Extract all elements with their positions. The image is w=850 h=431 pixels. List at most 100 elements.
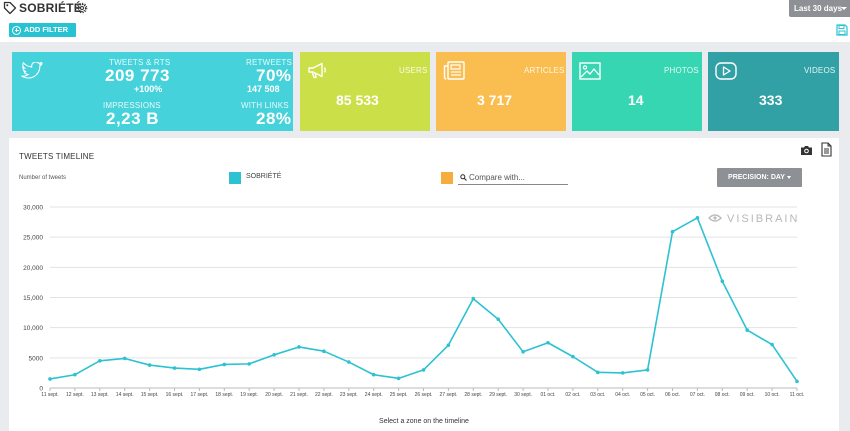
data-point: [645, 368, 650, 372]
tweets-value: 209 773: [105, 66, 170, 85]
data-point: [172, 366, 177, 370]
data-point: [795, 379, 799, 384]
tweets-change: +100%: [134, 84, 163, 94]
links-value: 28%: [256, 109, 292, 128]
x-tick-label: 21 sept.: [290, 392, 308, 398]
y-axis-label: Number of tweets: [19, 175, 67, 181]
x-tick-label: 14 sept.: [116, 392, 134, 398]
camera-icon[interactable]: [800, 144, 813, 156]
x-tick-label: 04 oct.: [615, 392, 630, 398]
newspaper-icon: [443, 61, 465, 80]
y-tick-label: 0: [39, 386, 43, 393]
x-tick-label: 18 sept.: [215, 392, 233, 398]
watermark: VISIBRAIN: [708, 213, 799, 225]
top-bar: SOBRIÉTÉ Last 30 days ADD FILTER: [0, 0, 850, 42]
x-tick-label: 11 sept.: [41, 392, 58, 398]
save-icon[interactable]: [836, 24, 848, 36]
data-point: [421, 368, 426, 372]
links-label: WITH LINKS: [241, 101, 289, 110]
x-tick-label: 11 oct.: [790, 392, 805, 398]
articles-value: 3 717: [477, 92, 513, 108]
data-point: [147, 363, 152, 367]
data-point: [122, 356, 127, 361]
data-point: [720, 279, 725, 284]
photos-label: PHOTOS: [664, 66, 699, 75]
data-point: [347, 360, 351, 364]
data-point: [446, 343, 451, 347]
series-swatch[interactable]: [229, 172, 241, 184]
add-filter-button[interactable]: ADD FILTER: [9, 23, 76, 37]
tweets-timeline-chart[interactable]: 0 5000 10,000 15,000 20,000 25,000 30,000 11 se…: [9, 138, 839, 431]
twitter-stats-card: TWEETS & RTS 209 773 +100% RETWEETS 70% …: [12, 52, 293, 131]
series-legend-label: SOBRIÉTÉ: [246, 173, 282, 180]
retweets-pct: 70%: [256, 66, 292, 85]
x-tick-label: 29 sept.: [489, 392, 507, 398]
x-tick-label: 16 sept.: [166, 392, 184, 398]
gear-icon[interactable]: [76, 2, 88, 14]
add-circle-icon: [12, 25, 21, 35]
x-tick-label: 28 sept.: [464, 392, 482, 398]
x-tick-label: 10 oct.: [765, 392, 780, 398]
export-document-icon[interactable]: [821, 142, 832, 157]
x-tick-label: 13 sept.: [91, 392, 109, 398]
tweets-label: TWEETS & RTS: [109, 58, 171, 67]
compare-input[interactable]: [458, 171, 568, 185]
x-tick-label: 08 oct.: [715, 392, 730, 398]
impressions-value: 2,23 B: [106, 109, 160, 128]
x-tick-label: 22 sept.: [315, 392, 333, 398]
x-tick-label: 24 sept.: [365, 392, 383, 398]
twitter-bird-icon: [21, 62, 43, 79]
y-tick-label: 30,000: [23, 205, 43, 212]
data-point: [396, 376, 401, 381]
chevron-down-icon: [841, 7, 847, 10]
data-point: [272, 353, 276, 357]
videos-label: VIDEOS: [804, 66, 836, 75]
timeline-hint: Select a zone on the timeline: [379, 418, 469, 425]
data-point: [197, 367, 202, 372]
x-tick-label: 05 oct.: [640, 392, 655, 398]
x-tick-label: 25 sept.: [390, 392, 408, 398]
data-point: [546, 340, 550, 345]
megaphone-icon: [308, 62, 326, 79]
users-value: 85 533: [336, 92, 379, 108]
retweets-label: RETWEETS: [246, 58, 293, 67]
data-point: [73, 372, 77, 377]
y-tick-label: 25,000: [23, 235, 43, 242]
videos-card: VIDEOS 333: [708, 52, 839, 131]
watermark-text: VISIBRAIN: [727, 213, 799, 225]
x-tick-label: 20 sept.: [265, 392, 283, 398]
period-label: Last 30 days: [794, 4, 843, 13]
compare-swatch: [441, 172, 453, 184]
play-icon: [715, 62, 737, 80]
x-tick-label: 06 oct.: [665, 392, 680, 398]
users-label: USERS: [399, 66, 428, 75]
x-tick-label: 01 oct.: [540, 392, 555, 398]
data-point: [247, 362, 251, 366]
timeline-title: TWEETS TIMELINE: [19, 152, 95, 161]
timeline-panel: TWEETS TIMELINE Number of tweets SOBRIÉT…: [9, 138, 839, 431]
data-point: [371, 372, 376, 377]
data-point: [695, 216, 700, 220]
x-tick-label: 27 sept.: [440, 392, 458, 398]
photos-card: PHOTOS 14: [572, 52, 702, 131]
chevron-down-icon: [786, 175, 791, 179]
y-tick-label: 15,000: [23, 295, 43, 302]
page-title: SOBRIÉTÉ: [19, 1, 82, 15]
precision-dropdown[interactable]: PRECISION: DAY: [717, 168, 802, 187]
add-filter-label: ADD FILTER: [24, 25, 69, 34]
tag-icon: [3, 1, 17, 15]
series-line: [49, 217, 798, 382]
videos-value: 333: [759, 92, 783, 108]
period-dropdown[interactable]: Last 30 days: [789, 0, 850, 17]
data-point: [596, 370, 600, 375]
x-tick-label: 02 oct.: [565, 392, 580, 398]
photos-value: 14: [628, 92, 644, 108]
image-icon: [579, 62, 601, 80]
data-point: [471, 296, 476, 301]
impressions-label: IMPRESSIONS: [103, 101, 161, 110]
x-tick-label: 09 oct.: [740, 392, 755, 398]
x-tick-label: 07 oct.: [690, 392, 705, 398]
articles-label: ARTICLES: [524, 66, 565, 75]
data-point: [48, 377, 52, 381]
x-tick-label: 17 sept.: [191, 392, 209, 398]
